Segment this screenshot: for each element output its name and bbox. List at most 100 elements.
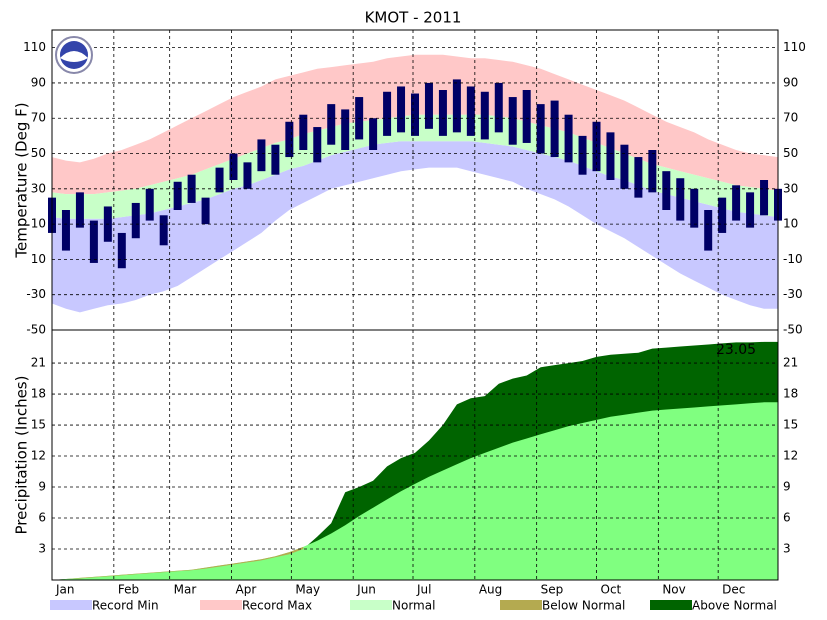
y-tick-label: 110 bbox=[23, 40, 46, 54]
observed-bar bbox=[466, 86, 475, 136]
plot-frame bbox=[51, 329, 779, 581]
observed-bar bbox=[746, 192, 755, 228]
y2-tick-label: -10 bbox=[783, 252, 803, 266]
observed-bar bbox=[173, 181, 182, 210]
observed-bar bbox=[369, 118, 378, 150]
observed-bar bbox=[676, 178, 685, 221]
y2-tick-label: 50 bbox=[783, 146, 798, 160]
observed-bar bbox=[61, 210, 70, 251]
observed-bar bbox=[89, 220, 98, 263]
x-tick-label: Sep bbox=[541, 583, 564, 597]
legend-label: Record Min bbox=[92, 599, 159, 613]
observed-bar bbox=[494, 82, 503, 133]
observed-bar bbox=[243, 162, 252, 189]
y-tick-label: 12 bbox=[31, 449, 46, 463]
observed-bar bbox=[732, 185, 741, 221]
below-normal-area bbox=[107, 574, 122, 577]
observed-bar bbox=[452, 79, 461, 133]
y-tick-label: 18 bbox=[31, 387, 46, 401]
observed-bar bbox=[215, 167, 224, 193]
observed-bar bbox=[159, 215, 168, 246]
final-total-label: 23.05 bbox=[716, 342, 756, 358]
observed-bar bbox=[662, 171, 671, 210]
x-tick-label: Jun bbox=[356, 583, 376, 597]
y-tick-label: -30 bbox=[26, 287, 46, 301]
below-normal-area bbox=[261, 556, 276, 561]
observed-bar bbox=[522, 90, 531, 143]
observed-bar bbox=[424, 82, 433, 129]
x-tick-label: Oct bbox=[601, 583, 622, 597]
below-normal-area bbox=[79, 576, 94, 579]
observed-bar bbox=[75, 192, 84, 228]
chart-title: KMOT - 2011 bbox=[365, 9, 462, 27]
legend-label: Above Normal bbox=[692, 599, 777, 613]
below-normal-area bbox=[233, 561, 248, 565]
observed-bar bbox=[438, 90, 447, 136]
x-tick-label: Aug bbox=[479, 583, 502, 597]
y-axis-label: Temperature (Deg F) bbox=[13, 102, 31, 258]
observed-bar bbox=[299, 114, 308, 150]
y2-tick-label: 70 bbox=[783, 111, 798, 125]
legend-swatch bbox=[200, 600, 242, 610]
observed-bar bbox=[201, 197, 210, 225]
observed-bar bbox=[760, 180, 769, 216]
x-tick-label: Nov bbox=[662, 583, 685, 597]
y2-tick-label: 9 bbox=[783, 480, 791, 494]
observed-bar bbox=[718, 197, 727, 233]
y2-tick-label: 15 bbox=[783, 418, 798, 432]
y2-tick-label: -30 bbox=[783, 287, 803, 301]
observed-bar bbox=[117, 232, 126, 269]
y-tick-label: -50 bbox=[26, 323, 46, 337]
y-tick-label: 15 bbox=[31, 418, 46, 432]
y-tick-label: 6 bbox=[38, 511, 46, 525]
y-tick-label: 30 bbox=[31, 181, 46, 195]
below-normal-area bbox=[219, 563, 234, 567]
y-tick-label: 9 bbox=[38, 480, 46, 494]
observed-bar bbox=[285, 121, 294, 158]
y-tick-label: 21 bbox=[31, 356, 46, 370]
observed-bar bbox=[271, 144, 280, 175]
y2-tick-label: 10 bbox=[783, 217, 798, 231]
y2-tick-label: -50 bbox=[783, 323, 803, 337]
y2-tick-label: 12 bbox=[783, 449, 798, 463]
y2-tick-label: 18 bbox=[783, 387, 798, 401]
y2-tick-label: 3 bbox=[783, 542, 791, 556]
observed-bar bbox=[229, 153, 238, 180]
observed-bar bbox=[634, 157, 643, 198]
normal-area bbox=[52, 402, 778, 580]
below-normal-area bbox=[275, 552, 290, 558]
legend-label: Record Max bbox=[242, 599, 312, 613]
observed-bar bbox=[257, 139, 266, 172]
x-tick-label: May bbox=[295, 583, 320, 597]
y2-tick-label: 30 bbox=[783, 181, 798, 195]
observed-bar bbox=[690, 188, 699, 228]
below-normal-area bbox=[149, 571, 164, 574]
observed-bar bbox=[397, 86, 406, 133]
below-normal-area bbox=[121, 573, 136, 576]
x-tick-label: Jan bbox=[55, 583, 75, 597]
x-tick-label: Mar bbox=[174, 583, 197, 597]
noaa-logo bbox=[55, 36, 93, 74]
observed-bar bbox=[536, 104, 545, 154]
observed-bar bbox=[564, 114, 573, 163]
record-min-band bbox=[52, 141, 778, 313]
observed-bar bbox=[411, 93, 419, 136]
legend-label: Normal bbox=[392, 599, 435, 613]
observed-bar bbox=[327, 104, 336, 145]
observed-bar bbox=[131, 202, 140, 239]
y2-tick-label: 90 bbox=[783, 75, 798, 89]
observed-bar bbox=[648, 150, 657, 193]
legend-swatch bbox=[350, 600, 392, 610]
below-normal-area bbox=[163, 570, 178, 573]
y-tick-label: 3 bbox=[38, 542, 46, 556]
below-normal-area bbox=[135, 572, 150, 575]
legend-swatch bbox=[650, 600, 692, 610]
observed-bar bbox=[313, 127, 322, 163]
below-normal-area bbox=[93, 575, 108, 578]
legend-swatch bbox=[50, 600, 92, 610]
y-tick-label: 70 bbox=[31, 111, 46, 125]
observed-bar bbox=[480, 91, 489, 140]
observed-bar bbox=[341, 109, 350, 150]
observed-bar bbox=[550, 100, 559, 158]
below-normal-area bbox=[247, 559, 262, 563]
